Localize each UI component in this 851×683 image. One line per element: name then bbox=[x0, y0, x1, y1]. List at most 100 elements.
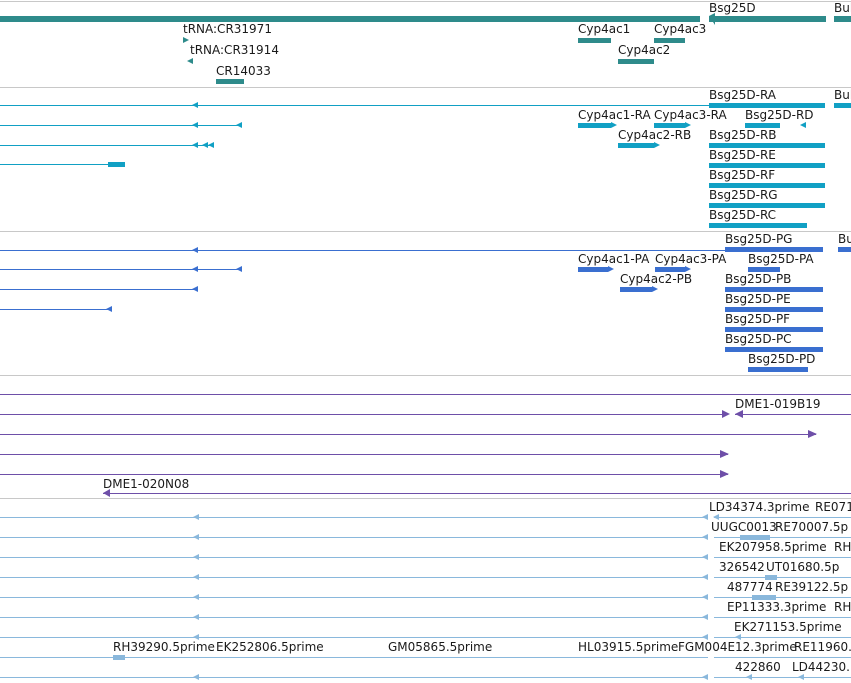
est-line[interactable] bbox=[714, 677, 851, 678]
clone-line[interactable] bbox=[0, 454, 728, 455]
est-line[interactable] bbox=[714, 517, 851, 518]
est-line[interactable] bbox=[714, 537, 851, 538]
protein-block[interactable] bbox=[748, 267, 780, 272]
est-label[interactable]: RH bbox=[834, 600, 851, 614]
transcript-exon[interactable] bbox=[709, 143, 825, 148]
transcript-label[interactable]: Cyp4ac2-RB bbox=[618, 128, 692, 142]
transcript-label[interactable]: Bub bbox=[834, 88, 851, 102]
est-line[interactable] bbox=[0, 617, 708, 618]
transcript-exon[interactable] bbox=[834, 103, 851, 108]
transcript-line[interactable] bbox=[0, 105, 709, 106]
est-line[interactable] bbox=[714, 557, 851, 558]
est-block[interactable] bbox=[765, 575, 777, 580]
est-line[interactable] bbox=[0, 657, 708, 658]
clone-line[interactable] bbox=[0, 434, 816, 435]
est-block[interactable] bbox=[113, 655, 125, 660]
protein-block[interactable] bbox=[725, 247, 823, 252]
transcript-line[interactable] bbox=[0, 164, 110, 165]
transcript-exon[interactable] bbox=[618, 143, 654, 148]
protein-label[interactable]: Cyp4ac3-PA bbox=[655, 252, 727, 266]
gene-feature-bar[interactable] bbox=[618, 59, 654, 64]
protein-label[interactable]: Cyp4ac2-PB bbox=[620, 272, 693, 286]
est-block[interactable] bbox=[752, 595, 776, 600]
transcript-label[interactable]: Cyp4ac3-RA bbox=[654, 108, 727, 122]
est-label[interactable]: RE39122.5p bbox=[775, 580, 849, 594]
est-label[interactable]: RE11960. bbox=[794, 640, 851, 654]
protein-label[interactable]: Bsg25D-PD bbox=[748, 352, 816, 366]
protein-label[interactable]: Bsg25D-PB bbox=[725, 272, 792, 286]
gene-feature-bar[interactable] bbox=[578, 38, 611, 43]
gene-label[interactable]: tRNA:CR31914 bbox=[190, 43, 279, 57]
transcript-label[interactable]: Cyp4ac1-RA bbox=[578, 108, 651, 122]
protein-block[interactable] bbox=[725, 287, 823, 292]
est-label[interactable]: HL03915.5prime bbox=[578, 640, 679, 654]
est-label[interactable]: 326542 bbox=[719, 560, 765, 574]
gene-label[interactable]: CR14033 bbox=[216, 64, 271, 78]
transcript-exon[interactable] bbox=[709, 203, 825, 208]
est-label[interactable]: EK207958.5prime bbox=[719, 540, 827, 554]
est-line[interactable] bbox=[714, 617, 851, 618]
protein-label[interactable]: Cyp4ac1-PA bbox=[578, 252, 650, 266]
transcript-exon[interactable] bbox=[108, 162, 125, 167]
transcript-label[interactable]: Bsg25D-RG bbox=[709, 188, 778, 202]
transcript-exon[interactable] bbox=[654, 123, 685, 128]
est-label[interactable]: EK252806.5prime bbox=[216, 640, 324, 654]
est-label[interactable]: RE071 bbox=[815, 500, 851, 514]
est-line[interactable] bbox=[0, 637, 708, 638]
est-label[interactable]: EK271153.5prime bbox=[734, 620, 842, 634]
est-line[interactable] bbox=[0, 677, 708, 678]
est-label[interactable]: RE70007.5p bbox=[775, 520, 849, 534]
clone-label[interactable]: DME1-020N08 bbox=[103, 477, 190, 491]
protein-block[interactable] bbox=[725, 327, 823, 332]
gene-feature-bar[interactable] bbox=[0, 16, 700, 22]
gene-label[interactable]: Cyp4ac1 bbox=[578, 22, 631, 36]
est-line[interactable] bbox=[714, 637, 851, 638]
protein-label[interactable]: Bsg25D-PE bbox=[725, 292, 791, 306]
transcript-exon[interactable] bbox=[709, 163, 825, 168]
transcript-label[interactable]: Bsg25D-RA bbox=[709, 88, 777, 102]
est-line[interactable] bbox=[0, 577, 708, 578]
est-line[interactable] bbox=[0, 597, 708, 598]
protein-label[interactable]: Bsg25D-PA bbox=[748, 252, 814, 266]
est-label[interactable]: UT01680.5p bbox=[766, 560, 840, 574]
est-label[interactable]: LD34374.3prime bbox=[709, 500, 810, 514]
est-label[interactable]: 487774 bbox=[727, 580, 773, 594]
est-label[interactable]: GM05865.5prime bbox=[388, 640, 493, 654]
protein-label[interactable]: Bsg25D-PC bbox=[725, 332, 792, 346]
clone-line[interactable] bbox=[0, 414, 728, 415]
est-block[interactable] bbox=[740, 535, 770, 540]
transcript-line[interactable] bbox=[0, 125, 242, 126]
gene-label[interactable]: tRNA:CR31971 bbox=[183, 22, 272, 36]
est-line[interactable] bbox=[0, 557, 708, 558]
transcript-line[interactable] bbox=[0, 145, 214, 146]
gene-feature-bar[interactable] bbox=[834, 16, 851, 22]
est-label[interactable]: RH39290.5prime bbox=[113, 640, 215, 654]
est-label[interactable]: FGM004E12.3prime bbox=[678, 640, 797, 654]
gene-label[interactable]: Cyp4ac3 bbox=[654, 22, 707, 36]
protein-block[interactable] bbox=[620, 287, 652, 292]
est-label[interactable]: RH bbox=[834, 540, 851, 554]
protein-line[interactable] bbox=[0, 250, 725, 251]
transcript-label[interactable]: Bsg25D-RB bbox=[709, 128, 777, 142]
gene-label[interactable]: Cyp4ac2 bbox=[618, 43, 671, 57]
clone-line[interactable] bbox=[0, 394, 851, 395]
est-line[interactable] bbox=[0, 537, 708, 538]
gene-feature-bar[interactable] bbox=[654, 38, 685, 43]
gene-label[interactable]: Bsg25D bbox=[709, 1, 756, 15]
protein-block[interactable] bbox=[748, 367, 808, 372]
protein-block[interactable] bbox=[578, 267, 608, 272]
protein-block[interactable] bbox=[725, 307, 823, 312]
transcript-exon[interactable] bbox=[709, 103, 825, 108]
transcript-label[interactable]: Bsg25D-RC bbox=[709, 208, 777, 222]
transcript-exon[interactable] bbox=[745, 123, 780, 128]
protein-label[interactable]: Bsg25D-PF bbox=[725, 312, 791, 326]
protein-label[interactable]: Bu bbox=[838, 232, 851, 246]
transcript-label[interactable]: Bsg25D-RF bbox=[709, 168, 776, 182]
protein-block[interactable] bbox=[725, 347, 823, 352]
protein-block[interactable] bbox=[838, 247, 851, 252]
est-line[interactable] bbox=[714, 597, 851, 598]
transcript-exon[interactable] bbox=[709, 183, 825, 188]
transcript-label[interactable]: Bsg25D-RE bbox=[709, 148, 776, 162]
protein-block[interactable] bbox=[655, 267, 685, 272]
protein-line[interactable] bbox=[0, 289, 196, 290]
